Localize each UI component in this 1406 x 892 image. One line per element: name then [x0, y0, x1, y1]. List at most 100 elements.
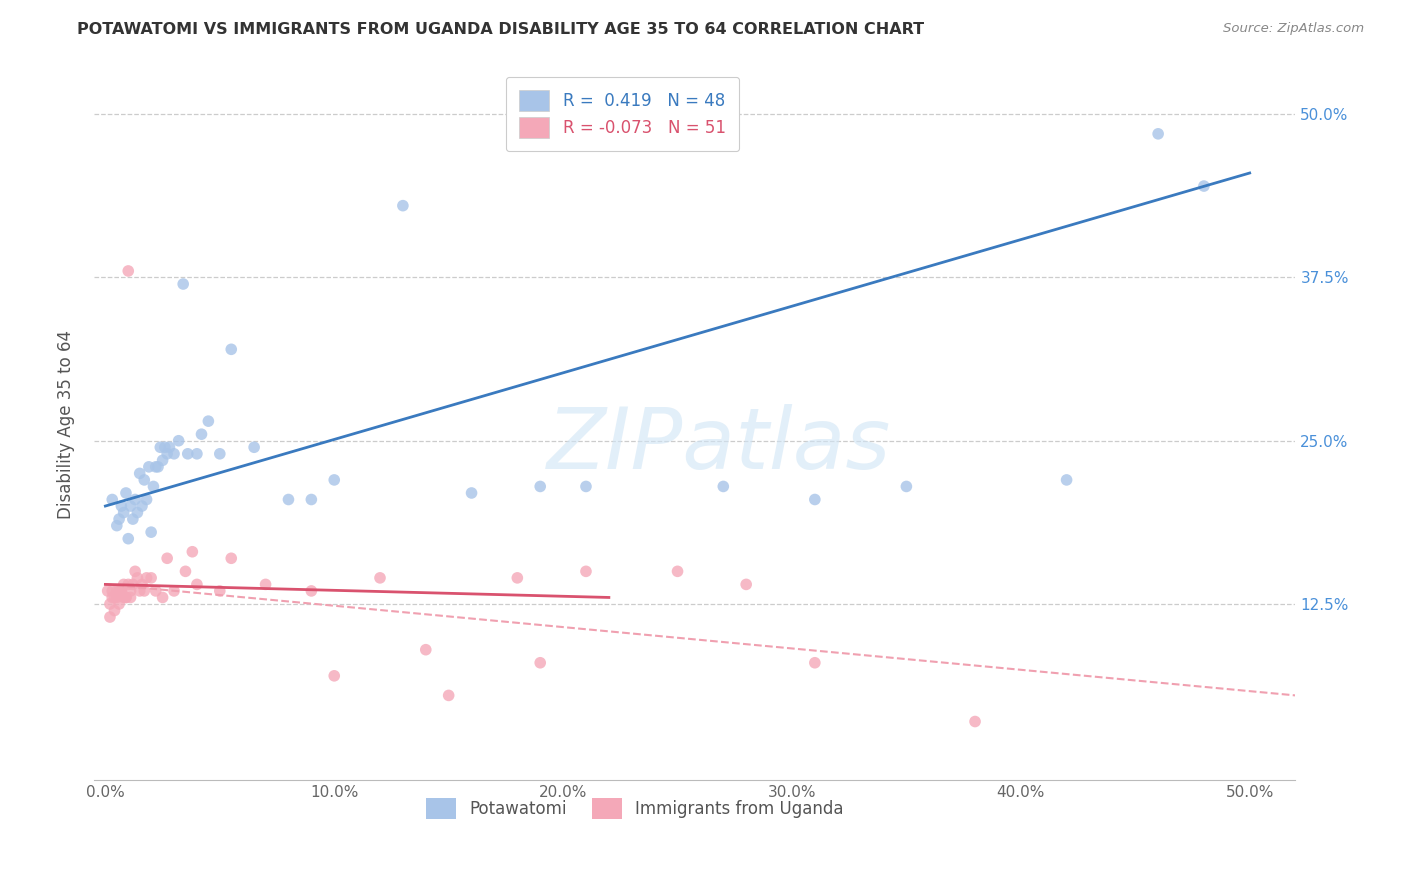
Point — [1147, 127, 1170, 141]
Y-axis label: Disability Age 35 to 64: Disability Age 35 to 64 — [58, 330, 75, 519]
Point — [177, 447, 200, 461]
Point — [108, 512, 131, 526]
Point — [711, 479, 734, 493]
Point — [437, 689, 460, 703]
Point — [124, 492, 146, 507]
Point — [97, 583, 120, 598]
Point — [142, 479, 165, 493]
Point — [149, 440, 172, 454]
Point — [219, 551, 242, 566]
Point — [460, 486, 482, 500]
Point — [159, 440, 181, 454]
Point — [110, 583, 132, 598]
Point — [124, 565, 146, 579]
Point — [299, 583, 322, 598]
Text: Source: ZipAtlas.com: Source: ZipAtlas.com — [1223, 22, 1364, 36]
Point — [135, 571, 157, 585]
Point — [804, 492, 827, 507]
Point — [127, 506, 149, 520]
Text: POTAWATOMI VS IMMIGRANTS FROM UGANDA DISABILITY AGE 35 TO 64 CORRELATION CHART: POTAWATOMI VS IMMIGRANTS FROM UGANDA DIS… — [77, 22, 925, 37]
Point — [167, 434, 190, 448]
Point — [103, 603, 125, 617]
Point — [208, 447, 231, 461]
Point — [141, 525, 163, 540]
Point — [141, 571, 163, 585]
Point — [134, 583, 156, 598]
Point — [299, 492, 322, 507]
Point — [135, 492, 157, 507]
Point — [117, 264, 139, 278]
Point — [112, 591, 135, 605]
Point — [575, 479, 598, 493]
Point — [174, 565, 197, 579]
Point — [186, 577, 208, 591]
Point — [131, 499, 153, 513]
Point — [1192, 179, 1215, 194]
Point — [156, 551, 179, 566]
Point — [963, 714, 986, 729]
Point — [121, 512, 143, 526]
Point — [103, 591, 125, 605]
Point — [128, 583, 150, 598]
Point — [101, 492, 124, 507]
Point — [98, 597, 121, 611]
Point — [127, 571, 149, 585]
Point — [392, 199, 415, 213]
Point — [323, 473, 346, 487]
Point — [131, 577, 153, 591]
Point — [105, 591, 128, 605]
Point — [163, 583, 186, 598]
Point — [115, 591, 138, 605]
Point — [120, 583, 142, 598]
Point — [529, 479, 551, 493]
Text: ZIPatlas: ZIPatlas — [547, 404, 891, 487]
Point — [666, 565, 689, 579]
Legend: Potawatomi, Immigrants from Uganda: Potawatomi, Immigrants from Uganda — [419, 792, 851, 825]
Point — [153, 440, 176, 454]
Point — [190, 427, 212, 442]
Point — [172, 277, 194, 291]
Point — [323, 669, 346, 683]
Point — [120, 591, 142, 605]
Point — [152, 453, 174, 467]
Point — [108, 583, 131, 598]
Point — [117, 532, 139, 546]
Point — [152, 591, 174, 605]
Point — [105, 518, 128, 533]
Point — [105, 583, 128, 598]
Point — [243, 440, 266, 454]
Point — [115, 591, 138, 605]
Point — [208, 583, 231, 598]
Point — [121, 577, 143, 591]
Point — [1056, 473, 1078, 487]
Point — [197, 414, 219, 428]
Point — [108, 597, 131, 611]
Point — [506, 571, 529, 585]
Point — [101, 583, 124, 598]
Point — [117, 577, 139, 591]
Point — [896, 479, 918, 493]
Point — [415, 642, 437, 657]
Point — [368, 571, 391, 585]
Point — [134, 473, 156, 487]
Point — [146, 459, 169, 474]
Point — [98, 610, 121, 624]
Point — [145, 459, 167, 474]
Point — [163, 447, 186, 461]
Point — [101, 591, 124, 605]
Point — [735, 577, 758, 591]
Point — [128, 467, 150, 481]
Point — [254, 577, 277, 591]
Point — [110, 583, 132, 598]
Point — [575, 565, 598, 579]
Point — [120, 499, 142, 513]
Point — [138, 459, 160, 474]
Point — [112, 577, 135, 591]
Point — [112, 506, 135, 520]
Point — [529, 656, 551, 670]
Point — [186, 447, 208, 461]
Point — [145, 583, 167, 598]
Point — [277, 492, 299, 507]
Point — [219, 343, 242, 357]
Point — [115, 486, 138, 500]
